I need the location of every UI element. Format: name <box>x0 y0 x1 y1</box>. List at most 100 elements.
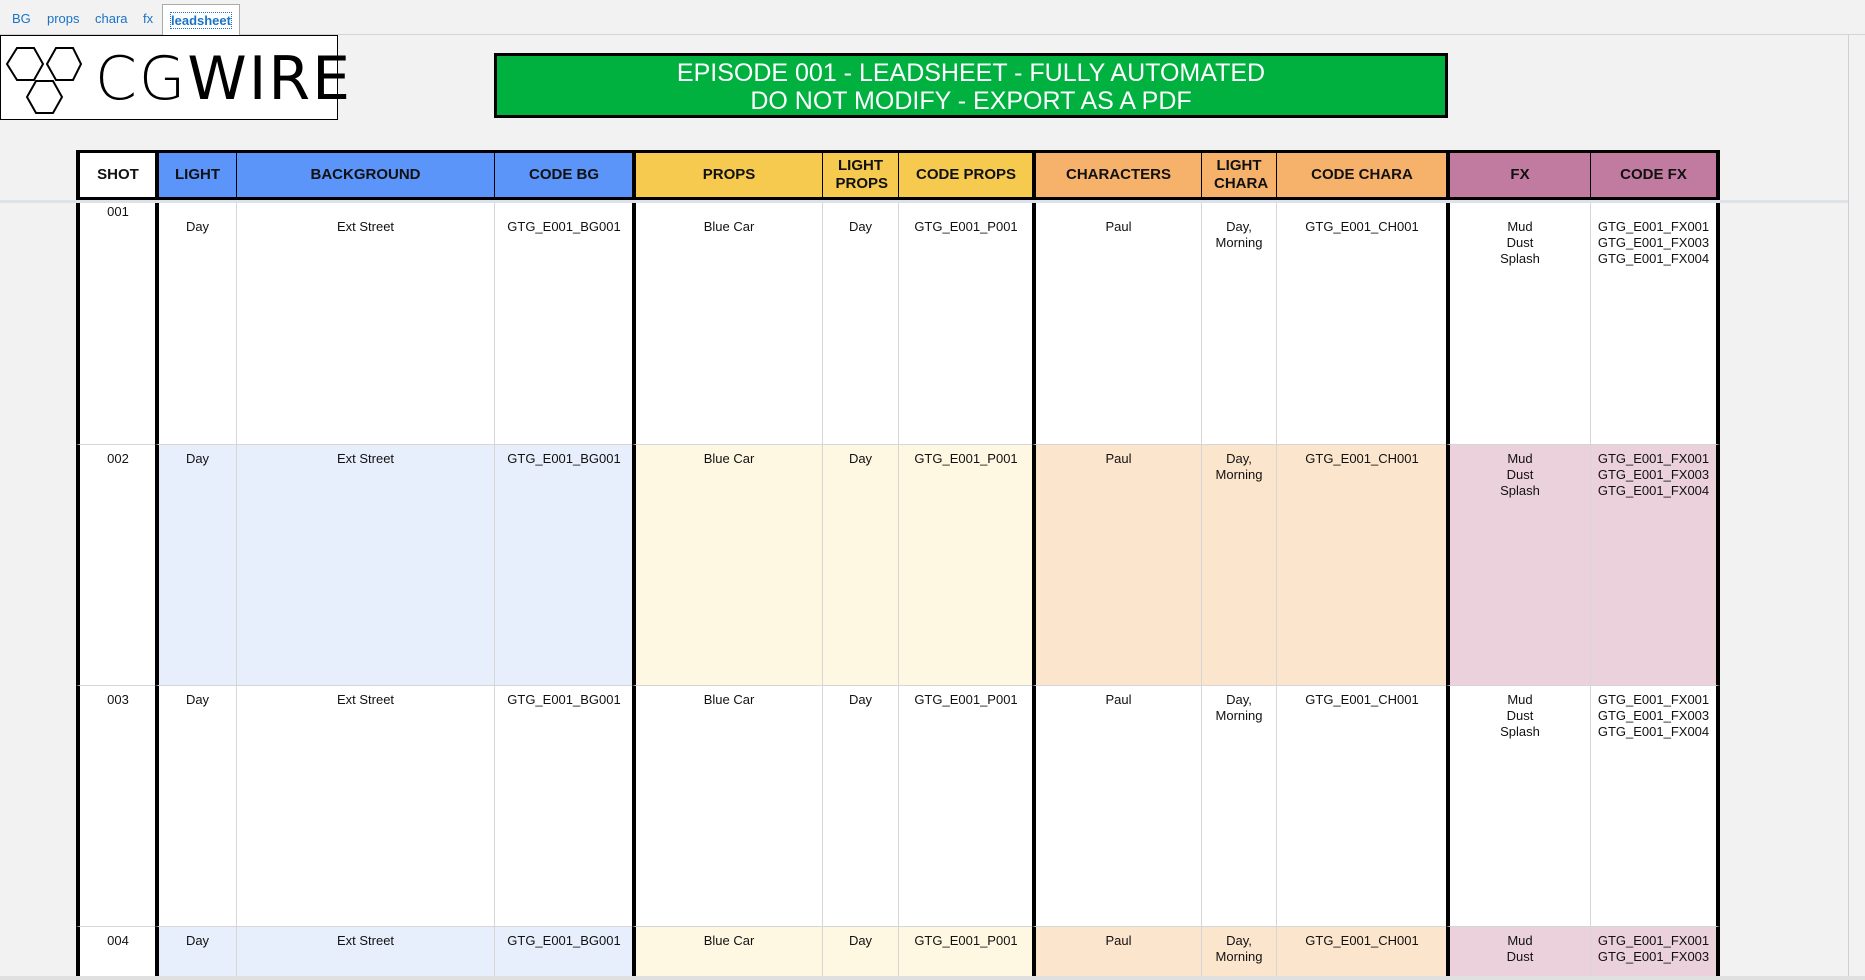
cell-light-chara[interactable]: Day, Morning <box>1202 926 1277 980</box>
cell-text: Splash <box>1500 483 1540 498</box>
cell-code-chara[interactable]: GTG_E001_CH001 <box>1277 203 1448 444</box>
cell-code-chara[interactable]: GTG_E001_CH001 <box>1277 926 1448 980</box>
cell-text: Day <box>185 933 210 948</box>
tab-leadsheet[interactable]: leadsheet <box>162 4 240 35</box>
cell-light[interactable]: Day <box>155 926 237 980</box>
cell-light-props[interactable]: Day <box>823 444 899 685</box>
cell-text: GTG_E001_FX003 <box>1597 708 1710 723</box>
horizontal-scrollbar[interactable] <box>0 976 1865 980</box>
cell-text: Splash <box>1500 251 1540 266</box>
cell-light-chara[interactable]: Day, Morning <box>1202 444 1277 685</box>
column-header-light-props[interactable]: LIGHT PROPS <box>823 150 899 200</box>
cell-shot[interactable]: 004 <box>76 926 157 980</box>
cell-light-props[interactable]: Day <box>823 203 899 444</box>
cell-light[interactable]: Day <box>155 685 237 926</box>
column-header-label: SHOT <box>97 166 139 183</box>
cell-props[interactable]: Blue Car <box>632 926 823 980</box>
cell-code-bg[interactable]: GTG_E001_BG001 <box>495 926 634 980</box>
cell-text: Day <box>848 219 873 234</box>
cell-text: GTG_E001_CH001 <box>1305 451 1419 466</box>
column-header-code-chara[interactable]: CODE CHARA <box>1277 150 1448 200</box>
column-header-props[interactable]: PROPS <box>632 150 823 200</box>
cell-props[interactable]: Blue Car <box>632 444 823 685</box>
column-header-label: LIGHT CHARA <box>1214 157 1269 192</box>
column-header-label: PROPS <box>702 166 756 183</box>
cell-text: GTG_E001_BG001 <box>507 692 621 707</box>
column-header-code-props[interactable]: CODE PROPS <box>899 150 1034 200</box>
cell-text: Day, <box>1226 933 1252 948</box>
cell-text: GTG_E001_CH001 <box>1305 933 1419 948</box>
cell-text: GTG_E001_FX003 <box>1597 949 1710 964</box>
cell-code-props[interactable]: GTG_E001_P001 <box>899 685 1034 926</box>
cell-characters[interactable]: Paul <box>1032 926 1202 980</box>
cell-light[interactable]: Day <box>155 203 237 444</box>
cell-shot[interactable]: 003 <box>76 685 157 926</box>
cell-code-bg[interactable]: GTG_E001_BG001 <box>495 203 634 444</box>
cell-code-props[interactable]: GTG_E001_P001 <box>899 203 1034 444</box>
cell-props[interactable]: Blue Car <box>632 685 823 926</box>
cell-code-fx[interactable]: GTG_E001_FX001 GTG_E001_FX003 GTG_E001_FX0… <box>1591 444 1720 685</box>
cell-text: Mud <box>1507 219 1533 234</box>
column-header-code-bg[interactable]: CODE BG <box>495 150 634 200</box>
cell-text: Dust <box>1506 467 1534 482</box>
cell-fx[interactable]: Mud Dust <box>1446 926 1591 980</box>
cell-characters[interactable]: Paul <box>1032 685 1202 926</box>
cell-text: Ext Street <box>336 692 395 707</box>
column-header-light-chara[interactable]: LIGHT CHARA <box>1202 150 1277 200</box>
cell-background[interactable]: Ext Street <box>237 926 495 980</box>
column-header-label: CODE CHARA <box>1311 166 1413 183</box>
tab-props[interactable]: props <box>47 11 80 26</box>
tab-bg[interactable]: BG <box>12 11 31 26</box>
cell-code-chara[interactable]: GTG_E001_CH001 <box>1277 685 1448 926</box>
column-header-light[interactable]: LIGHT <box>155 150 237 200</box>
sheet-right-edge <box>1848 35 1849 980</box>
tab-leadsheet-label: leadsheet <box>170 12 232 29</box>
cell-background[interactable]: Ext Street <box>237 203 495 444</box>
cell-code-chara[interactable]: GTG_E001_CH001 <box>1277 444 1448 685</box>
cell-characters[interactable]: Paul <box>1032 203 1202 444</box>
cell-light-props[interactable]: Day <box>823 926 899 980</box>
cell-text: Mud <box>1507 451 1533 466</box>
cell-props[interactable]: Blue Car <box>632 203 823 444</box>
cell-code-fx[interactable]: GTG_E001_FX001 GTG_E001_FX003 GTG_E001_FX0… <box>1591 685 1720 926</box>
cell-text: Ext Street <box>336 219 395 234</box>
cell-fx[interactable]: Mud Dust Splash <box>1446 685 1591 926</box>
cell-background[interactable]: Ext Street <box>237 685 495 926</box>
cell-text: Morning <box>1215 235 1263 250</box>
cell-background[interactable]: Ext Street <box>237 444 495 685</box>
column-header-label: LIGHT <box>175 166 220 183</box>
column-header-background[interactable]: BACKGROUND <box>237 150 495 200</box>
cell-text: Paul <box>1105 451 1132 466</box>
cell-characters[interactable]: Paul <box>1032 444 1202 685</box>
column-header-shot[interactable]: SHOT <box>76 150 157 200</box>
logo-wordmark: CGWIRE <box>95 44 352 114</box>
banner-line-2: DO NOT MODIFY - EXPORT AS A PDF <box>750 87 1192 115</box>
sheet-tab-bar: BG props chara fx leadsheet <box>0 0 1865 35</box>
cell-shot[interactable]: 001 <box>76 203 157 444</box>
column-header-characters[interactable]: CHARACTERS <box>1032 150 1202 200</box>
cell-text: Paul <box>1105 933 1132 948</box>
column-header-label: LIGHT PROPS <box>835 157 889 192</box>
cell-light-chara[interactable]: Day, Morning <box>1202 685 1277 926</box>
column-header-code-fx[interactable]: CODE FX <box>1591 150 1720 200</box>
cell-shot[interactable]: 002 <box>76 444 157 685</box>
cell-code-bg[interactable]: GTG_E001_BG001 <box>495 444 634 685</box>
cell-code-props[interactable]: GTG_E001_P001 <box>899 926 1034 980</box>
cell-code-props[interactable]: GTG_E001_P001 <box>899 444 1034 685</box>
cell-light-chara[interactable]: Day, Morning <box>1202 203 1277 444</box>
cell-text: Mud <box>1507 933 1533 948</box>
logo-text-cg: CG <box>95 44 188 114</box>
tab-fx[interactable]: fx <box>143 11 154 26</box>
cell-text: Blue Car <box>703 451 755 466</box>
cell-fx[interactable]: Mud Dust Splash <box>1446 203 1591 444</box>
cell-code-fx[interactable]: GTG_E001_FX001 GTG_E001_FX003 <box>1591 926 1720 980</box>
cell-fx[interactable]: Mud Dust Splash <box>1446 444 1591 685</box>
cell-text: GTG_E001_FX001 <box>1597 933 1710 948</box>
cell-light-props[interactable]: Day <box>823 685 899 926</box>
banner-line-1: EPISODE 001 - LEADSHEET - FULLY AUTOMATE… <box>676 59 1266 87</box>
cell-code-bg[interactable]: GTG_E001_BG001 <box>495 685 634 926</box>
column-header-fx[interactable]: FX <box>1446 150 1591 200</box>
cell-code-fx[interactable]: GTG_E001_FX001 GTG_E001_FX003 GTG_E001_FX0… <box>1591 203 1720 444</box>
cell-light[interactable]: Day <box>155 444 237 685</box>
tab-chara[interactable]: chara <box>95 11 128 26</box>
